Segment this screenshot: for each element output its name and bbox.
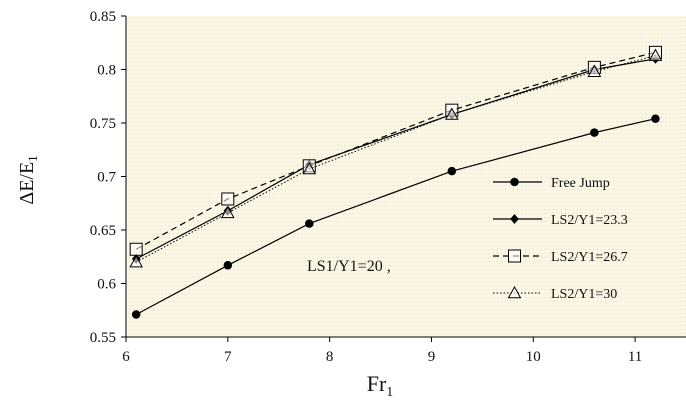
x-axis-title: Fr1 <box>367 371 394 400</box>
y-axis-title-sub: 1 <box>25 155 40 162</box>
x-tick-label: 6 <box>122 349 130 365</box>
legend-label: Free Jump <box>551 176 610 191</box>
series-line <box>135 55 656 263</box>
data-point <box>651 114 660 123</box>
legend-item: LS2/Y1=30 <box>493 285 617 302</box>
series-1 <box>131 114 660 319</box>
x-tick-label: 9 <box>428 349 436 365</box>
annotation-text: LS1/Y1=20 , <box>307 258 391 275</box>
series-line <box>135 118 656 316</box>
legend-item: Free Jump <box>493 176 610 191</box>
data-point <box>648 48 663 61</box>
y-tick-label: 0.8 <box>97 63 116 79</box>
series-4 <box>129 48 663 268</box>
data-point <box>131 310 141 319</box>
x-axis-title-sub: 1 <box>386 385 393 400</box>
x-axis-title-main: Fr <box>367 371 387 396</box>
legend-marker <box>507 285 522 299</box>
series-line <box>135 58 656 260</box>
y-axis-title-main: ΔE/E <box>16 162 38 205</box>
legend-label: LS2/Y1=26.7 <box>551 250 628 265</box>
data-point <box>444 107 459 120</box>
legend-marker <box>510 214 519 224</box>
data-point <box>223 261 233 270</box>
legend: Free Jump LS2/Y1=23.3 LS2/Y1=26.7 LS2/Y1=30 <box>493 176 628 302</box>
y-tick-label: 0.65 <box>90 223 116 239</box>
x-tick-label: 8 <box>326 349 334 365</box>
data-point <box>221 192 235 206</box>
legend-marker <box>508 249 521 263</box>
x-tick-label: 7 <box>224 349 232 365</box>
y-tick-label: 0.55 <box>90 330 116 346</box>
data-point <box>587 64 602 77</box>
axes: 0.55 0.6 0.65 0.7 0.75 0.8 0.85 6 7 8 9 10 11 <box>90 9 686 365</box>
y-tick-label: 0.85 <box>90 9 116 25</box>
y-tick-label: 0.75 <box>90 116 116 132</box>
x-tick-label: 11 <box>628 349 642 365</box>
data-point <box>129 255 144 268</box>
y-tick-label: 0.6 <box>97 277 116 293</box>
legend-item: LS2/Y1=26.7 <box>493 249 628 265</box>
data-point <box>302 161 317 175</box>
data-point <box>305 219 314 228</box>
data-point <box>220 205 235 219</box>
x-tick-label: 10 <box>526 349 541 365</box>
legend-item: LS2/Y1=23.3 <box>493 213 628 228</box>
series-layer <box>129 45 663 319</box>
legend-label: LS2/Y1=30 <box>551 287 617 302</box>
data-point <box>590 128 599 137</box>
y-tick-label: 0.7 <box>97 170 116 186</box>
legend-label: LS2/Y1=23.3 <box>551 213 628 228</box>
data-point <box>447 166 457 176</box>
series-line <box>135 51 656 250</box>
legend-marker <box>510 177 519 187</box>
data-point <box>129 242 143 256</box>
y-axis-title: ΔE/E1 <box>16 155 40 204</box>
